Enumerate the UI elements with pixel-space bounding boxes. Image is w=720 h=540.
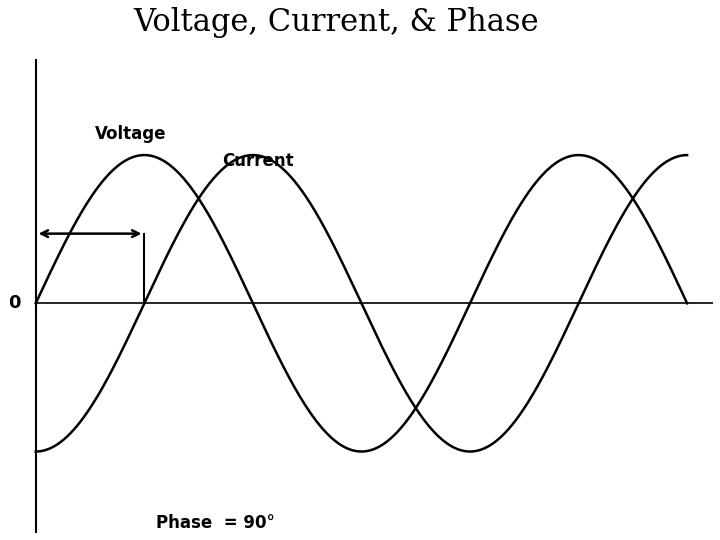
Text: Voltage, Current, & Phase: Voltage, Current, & Phase	[134, 7, 539, 38]
Text: Current: Current	[222, 152, 294, 170]
Text: Phase  = 90°: Phase = 90°	[156, 514, 275, 532]
Text: Voltage: Voltage	[94, 125, 166, 143]
Text: 0: 0	[8, 294, 21, 312]
